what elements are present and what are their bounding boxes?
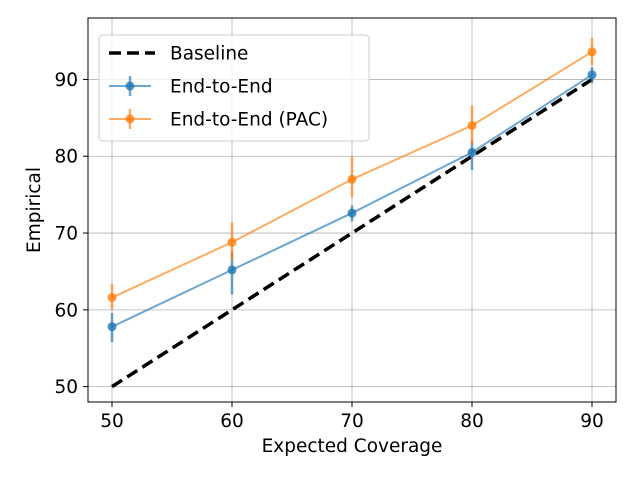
legend-marker (125, 81, 135, 91)
legend-entry-end-to-end: End-to-End (109, 76, 273, 98)
legend-label: Baseline (170, 44, 248, 65)
y-axis-title: Empirical (24, 167, 45, 253)
x-tick-label: 50 (100, 411, 124, 432)
series-layer (107, 37, 597, 389)
legend-entry-baseline: Baseline (109, 44, 248, 65)
legend: Baseline End-to-End End-to-End (PAC) (98, 34, 370, 142)
series-end-to-end-pac (107, 37, 597, 310)
legend-label: End-to-End (PAC) (170, 110, 328, 131)
y-tick-label: 70 (54, 224, 78, 245)
series-line (111, 77, 593, 389)
data-point (587, 70, 597, 80)
x-tick-label: 60 (220, 411, 244, 432)
y-tick-label: 50 (54, 377, 78, 398)
legend-label: End-to-End (170, 77, 273, 98)
legend-marker (125, 114, 135, 124)
x-tick-label: 80 (460, 411, 484, 432)
data-point (347, 174, 357, 184)
data-point (107, 293, 117, 303)
x-tick-label: 70 (340, 411, 364, 432)
y-tick-label: 80 (54, 147, 78, 168)
legend-entry-end-to-end-pac: End-to-End (PAC) (109, 109, 328, 131)
data-point (227, 237, 237, 247)
axis-ticks: 50 60 70 80 90 50 60 70 80 90 (54, 70, 603, 432)
x-tick-label: 90 (580, 411, 604, 432)
legend-box (98, 34, 370, 142)
y-tick-label: 60 (54, 300, 78, 321)
data-point (467, 147, 477, 157)
data-point (107, 322, 117, 332)
x-axis-title: Expected Coverage (262, 436, 443, 457)
data-point (467, 121, 477, 131)
y-tick-label: 90 (54, 70, 78, 91)
data-point (227, 265, 237, 275)
data-point (347, 208, 357, 218)
data-point (587, 47, 597, 57)
series-baseline (111, 77, 593, 389)
